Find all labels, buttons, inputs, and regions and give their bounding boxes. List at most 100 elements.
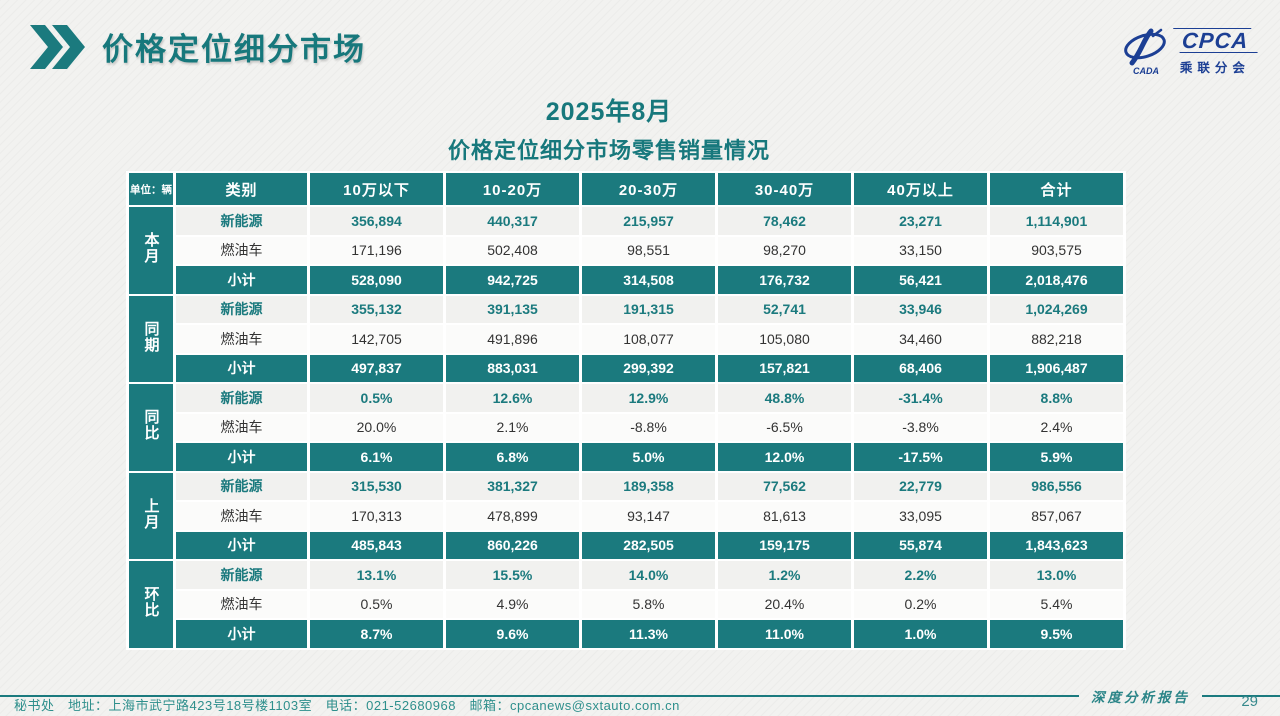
row-category: 燃油车 [176, 502, 307, 530]
table-cell: 299,392 [582, 354, 715, 382]
table-row: 同比 新能源 0.5% 12.6% 12.9% 48.8% -31.4% 8.8% [129, 384, 1123, 471]
group-label-text: 同期 [142, 320, 160, 353]
table-cell: 485,843 [310, 531, 443, 559]
row-category: 新能源 [176, 295, 307, 323]
table-cell: 11.3% [582, 620, 715, 648]
row-category: 小计 [176, 354, 307, 382]
table-cell: 497,837 [310, 354, 443, 382]
row-category: 小计 [176, 443, 307, 471]
table-cell: 22,779 [854, 472, 987, 500]
table-cell: 93,147 [582, 502, 715, 530]
table-cell: 98,270 [718, 236, 851, 264]
row-category: 燃油车 [176, 413, 307, 441]
table-cell: -17.5% [854, 443, 987, 471]
table-cell: 2.2% [854, 561, 987, 589]
group-label-text: 同比 [142, 409, 160, 442]
row-category: 新能源 [176, 207, 307, 235]
table-cell: 314,508 [582, 266, 715, 294]
table-cell: 883,031 [446, 354, 579, 382]
table-cell: 6.1% [310, 443, 443, 471]
table-cell: 14.0% [582, 561, 715, 589]
column-header-0: 类别 [176, 173, 307, 205]
group-label: 同期 [129, 295, 173, 382]
cpca-name-cn: 乘联分会 [1179, 61, 1250, 75]
row-category: 新能源 [176, 384, 307, 412]
cpca-logo: CADA CPCA 乘联分会 [1119, 28, 1254, 76]
group-label-text: 本月 [142, 232, 160, 265]
table-cell: 55,874 [854, 531, 987, 559]
table-cell: 315,530 [310, 472, 443, 500]
table-cell: 5.9% [990, 443, 1123, 471]
table-cell: -8.8% [582, 413, 715, 441]
table-cell: 13.0% [990, 561, 1123, 589]
table-row: 燃油车 170,313 478,899 93,147 81,613 33,095 857,0… [129, 502, 1123, 530]
table-title: 2025年8月 价格定位细分市场零售销量情况 [0, 92, 1218, 165]
table-cell: 1.2% [718, 561, 851, 589]
table-cell: 189,358 [582, 472, 715, 500]
table-cell: 5.8% [582, 590, 715, 618]
group-label: 本月 [129, 207, 173, 294]
table-cell: 170,313 [310, 502, 443, 530]
table-cell: 5.4% [990, 590, 1123, 618]
price-segment-table: 单位：辆 类别 10万以下 10-20万 20-30万 30-40万 40万以上 合计 本月 新能… [126, 171, 1126, 650]
table-cell: 381,327 [446, 472, 579, 500]
table-cell: 98,551 [582, 236, 715, 264]
table-cell: 159,175 [718, 531, 851, 559]
footer-rule-line [0, 695, 1079, 697]
table-row: 同期 新能源 355,132 391,135 191,315 52,741 33,946 1,… [129, 295, 1123, 382]
table-cell: 176,732 [718, 266, 851, 294]
table-cell: 105,080 [718, 325, 851, 353]
table-cell: 1,906,487 [990, 354, 1123, 382]
table-cell: 108,077 [582, 325, 715, 353]
table-cell: 1,024,269 [990, 295, 1123, 323]
table-cell: 20.4% [718, 590, 851, 618]
column-header-6: 合计 [990, 173, 1123, 205]
table-title-month: 2025年8月 [545, 98, 673, 126]
table-cell: 1,114,901 [990, 207, 1123, 235]
group-label: 同比 [129, 384, 173, 471]
table-cell: 860,226 [446, 531, 579, 559]
table-cell: 1.0% [854, 620, 987, 648]
table-cell: -3.8% [854, 413, 987, 441]
table-cell: 20.0% [310, 413, 443, 441]
double-chevron-icon [30, 24, 85, 69]
group-label-text: 环比 [142, 586, 160, 619]
table-cell: 2.4% [990, 413, 1123, 441]
table-cell: -31.4% [854, 384, 987, 412]
table-title-caption: 价格定位细分市场零售销量情况 [447, 138, 770, 163]
price-segment-table-wrap: 单位：辆 类别 10万以下 10-20万 20-30万 30-40万 40万以上 合计 本月 新能… [126, 171, 1126, 650]
row-category: 小计 [176, 531, 307, 559]
table-cell: 9.6% [446, 620, 579, 648]
page-title: 价格定位细分市场 [102, 32, 366, 67]
group-label: 环比 [129, 561, 173, 648]
table-cell: 0.5% [310, 590, 443, 618]
table-cell: 33,095 [854, 502, 987, 530]
table-cell: 8.7% [310, 620, 443, 648]
table-cell: 215,957 [582, 207, 715, 235]
table-cell: 15.5% [446, 561, 579, 589]
table-cell: 986,556 [990, 472, 1123, 500]
table-cell: 282,505 [582, 531, 715, 559]
table-cell: 81,613 [718, 502, 851, 530]
cpca-acronym: CPCA [1175, 28, 1255, 54]
column-header-4: 30-40万 [718, 173, 851, 205]
table-cell: 0.5% [310, 384, 443, 412]
table-row: 环比 新能源 13.1% 15.5% 14.0% 1.2% 2.2% 13.0% [129, 561, 1123, 648]
table-cell: 12.0% [718, 443, 851, 471]
table-cell: 9.5% [990, 620, 1123, 648]
row-category: 小计 [176, 620, 307, 648]
table-row: 燃油车 142,705 491,896 108,077 105,080 34,460 882… [129, 325, 1123, 353]
table-cell: 502,408 [446, 236, 579, 264]
header-row: 单位：辆 类别 10万以下 10-20万 20-30万 30-40万 40万以上 合计 [129, 173, 1123, 205]
column-header-3: 20-30万 [582, 173, 715, 205]
table-cell: 6.8% [446, 443, 579, 471]
table-row: 小计 497,837 883,031 299,392 157,821 68,406 1,90… [129, 354, 1123, 382]
footer-contact-info: 秘书处 地址：上海市武宁路423号18号楼1103室 电话：021-526809… [14, 698, 680, 713]
column-header-2: 10-20万 [446, 173, 579, 205]
table-cell: 903,575 [990, 236, 1123, 264]
table-cell: 12.9% [582, 384, 715, 412]
group-label: 上月 [129, 472, 173, 559]
cada-swoosh-icon: CADA [1123, 28, 1166, 76]
table-cell: 491,896 [446, 325, 579, 353]
group-label-text: 上月 [142, 497, 160, 530]
